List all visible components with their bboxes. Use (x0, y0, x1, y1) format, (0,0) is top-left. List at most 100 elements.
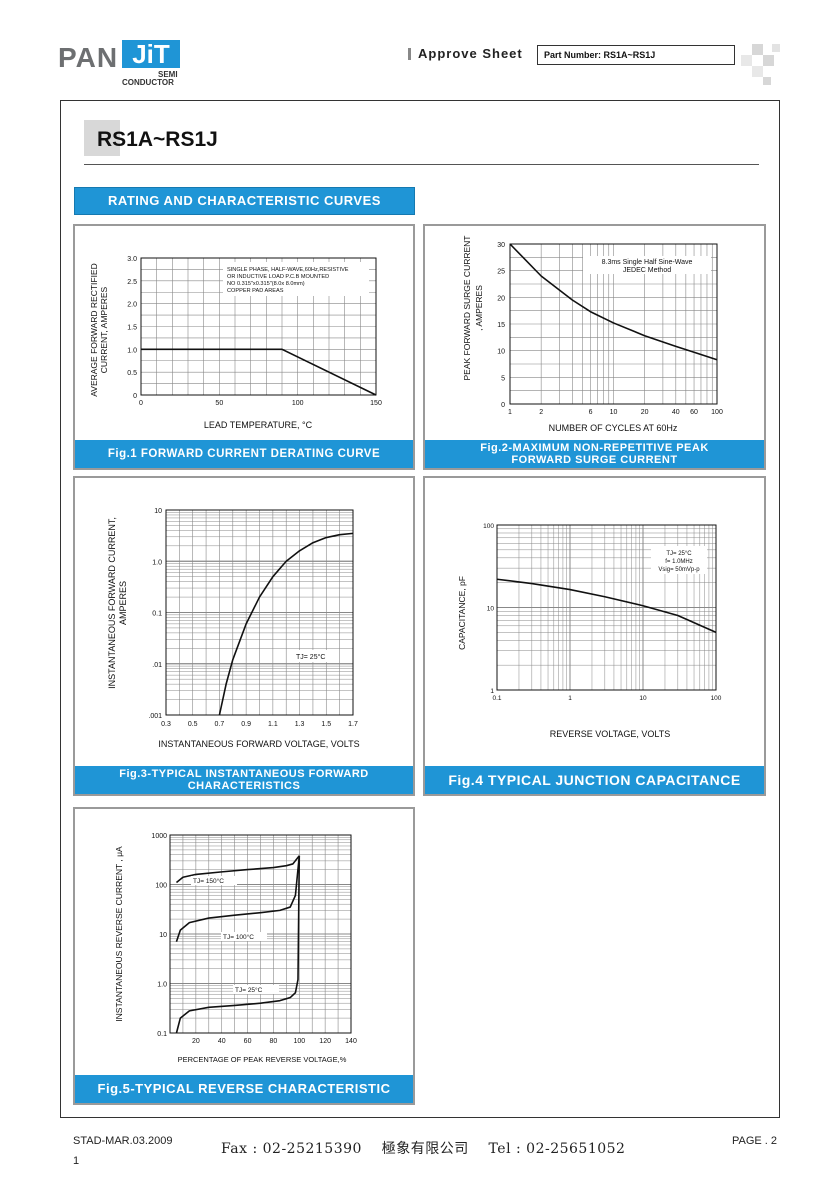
fig2-annotation-text: JEDEC Method (623, 267, 671, 274)
footer-page-number: 1 (73, 1155, 80, 1167)
logo-semi-text: SEMI (158, 70, 178, 79)
fig5-y-tick-label: 1.0 (157, 982, 167, 989)
fig5-plot-area (169, 834, 352, 1034)
fig4-x-tick-label: 100 (711, 695, 722, 702)
fig3-x-axis-label: INSTANTANEOUS FORWARD VOLTAGE, VOLTS (158, 739, 359, 749)
fig1-y-tick-label: 2.0 (127, 302, 137, 309)
part-number-box: Part Number: RS1A~RS1J (537, 45, 735, 65)
fig2-y-tick-label: 10 (497, 349, 505, 356)
fig5-x-tick-label: 100 (293, 1038, 305, 1045)
fig3-y-tick-label: .01 (152, 662, 162, 669)
fig1-annotation-text: COPPER PAD AREAS (227, 288, 284, 294)
fig5-caption-text: Fig.5-TYPICAL REVERSE CHARACTERISTIC (97, 1081, 391, 1096)
fig3-caption-line2: CHARACTERISTICS (187, 780, 301, 792)
fig2-y-axis-label: PEAK FORWARD SURGE CURRENT (462, 236, 472, 381)
fig5-x-tick-label: 80 (270, 1038, 278, 1045)
fig4-caption: Fig.4 TYPICAL JUNCTION CAPACITANCE (425, 766, 764, 794)
fig3-x-tick-label: 1.7 (348, 721, 358, 728)
fig2-plot-area (509, 243, 718, 405)
fig1-series-line (141, 348, 377, 396)
fig5-chart: 20 40 60 80 100 120 140 0.1 1.0 10 100 1000 TJ= 150°… (114, 833, 357, 1064)
logo-conductor-text: CONDUCTOR (122, 78, 174, 87)
footer-doc-id: STAD-MAR.03.2009 (73, 1135, 173, 1147)
fig4-series-line (496, 578, 717, 634)
fig5-caption: Fig.5-TYPICAL REVERSE CHARACTERISTIC (75, 1075, 413, 1103)
fig5-series-label-box (233, 985, 279, 994)
fig2-y-tick-label: 25 (497, 269, 505, 276)
fig2-y-axis-label: , AMPERES (474, 285, 484, 331)
fig3-x-tick-label: 1.5 (321, 721, 331, 728)
fig2-y-tick-label: 30 (497, 242, 505, 249)
fig2-caption-line1: Fig.2-MAXIMUM NON-REPETITIVE PEAK (480, 442, 709, 454)
fig5-y-tick-label: 1000 (151, 833, 167, 840)
fig1-annotation-box (223, 262, 369, 296)
fig5-series-label-box (221, 932, 267, 941)
fig5-y-tick-label: 0.1 (157, 1031, 167, 1038)
fig2-x-tick-label: 6 (589, 409, 593, 416)
title-divider (84, 164, 759, 165)
fig4-y-tick-label: 1 (490, 688, 494, 695)
fig2-x-tick-label: 20 (641, 409, 649, 416)
fig3-caption-line1: Fig.3-TYPICAL INSTANTANEOUS FORWARD (119, 768, 369, 780)
fig1-plot-area (140, 257, 377, 396)
fig3-x-tick-label: 0.9 (241, 721, 251, 728)
fig1-x-axis-label: LEAD TEMPERATURE, °C (204, 420, 313, 430)
fig5-series-label-box (191, 876, 237, 885)
fig5-panel: 20 40 60 80 100 120 140 0.1 1.0 10 100 1000 TJ= 150°… (73, 807, 415, 1105)
fig5-x-tick-label: 120 (319, 1038, 331, 1045)
fig1-panel: 0 50 100 150 0 0.5 1.0 1.5 2.0 2.5 3.0 SINGLE PHASE… (73, 224, 415, 470)
corner-decoration (763, 77, 771, 85)
fig1-caption-text: Fig.1 FORWARD CURRENT DERATING CURVE (107, 448, 381, 460)
fig5-y-tick-label: 100 (155, 883, 167, 890)
fig1-y-tick-label: 1.5 (127, 325, 137, 332)
fig4-annotation-text: TJ= 25°C (666, 551, 692, 557)
fig2-series-line (509, 243, 718, 361)
fig1-y-tick-label: 0.5 (127, 370, 137, 377)
footer-page-label: PAGE . 2 (732, 1135, 778, 1147)
fig1-y-tick-label: 2.5 (127, 279, 137, 286)
fig1-y-tick-label: 1.0 (127, 347, 137, 354)
fig1-y-tick-label: 3.0 (127, 256, 137, 263)
fig2-x-tick-label: 60 (690, 409, 698, 416)
fig1-y-axis-label: CURRENT, AMPERES (99, 286, 109, 373)
fig2-y-tick-label: 0 (501, 402, 505, 409)
fig5-y-tick-label: 10 (159, 932, 167, 939)
fig2-y-tick-label: 15 (497, 322, 505, 329)
fig2-panel: 1 2 6 10 20 40 60 100 0 5 10 15 20 25 30 8.3ms Single H… (423, 224, 766, 470)
fig4-plot-area (496, 524, 717, 691)
fig5-x-tick-label: 20 (192, 1038, 200, 1045)
fig2-y-tick-label: 20 (497, 295, 505, 302)
fig4-panel: 0.1 1 10 100 1 10 100 TJ= 25°C f= 1.0MHz Vsig= 50… (423, 476, 766, 796)
fig2-x-tick-label: 100 (711, 409, 723, 416)
fig5-series-label: TJ= 25°C (235, 986, 263, 994)
page-title: RS1A~RS1J (97, 128, 218, 151)
fig5-x-tick-label: 40 (218, 1038, 226, 1045)
fig3-y-tick-label: .001 (148, 713, 162, 720)
fig5-series-line (175, 855, 301, 1034)
corner-decoration (752, 44, 763, 55)
fig3-series-line (218, 532, 354, 716)
fig5-y-axis-label: INSTANTANEOUS REVERSE CURRENT , μA (114, 846, 124, 1022)
fig2-y-tick-label: 5 (501, 375, 505, 382)
fig1-caption: Fig.1 FORWARD CURRENT DERATING CURVE (75, 440, 413, 468)
fig4-y-axis-label: CAPACITANCE, pF (457, 576, 467, 650)
fig3-annotation-box (294, 650, 334, 662)
fig3-y-tick-label: 10 (154, 508, 162, 515)
fig5-x-tick-label: 140 (345, 1038, 357, 1045)
fig5-series-label: TJ= 100°C (223, 933, 254, 941)
fig2-caption-line2: FORWARD SURGE CURRENT (511, 454, 678, 466)
fig1-annotation-text: SINGLE PHASE, HALF-WAVE,60Hz,RESISTIVE (227, 267, 349, 273)
fig3-chart: 0.3 0.5 0.7 0.9 1.1 1.3 1.5 1.7 .001 .01 0.1 1.0 10 T… (107, 508, 360, 749)
fig4-caption-text: Fig.4 TYPICAL JUNCTION CAPACITANCE (448, 772, 741, 788)
page-frame (60, 100, 780, 1118)
approve-sheet-label: Approve Sheet (418, 46, 523, 61)
fig1-x-tick-label: 100 (292, 400, 304, 407)
fig3-x-tick-label: 0.5 (188, 721, 198, 728)
fig3-panel: 0.3 0.5 0.7 0.9 1.1 1.3 1.5 1.7 .001 .01 0.1 1.0 10 T… (73, 476, 415, 796)
fig5-x-axis-label: PERCENTAGE OF PEAK REVERSE VOLTAGE,% (178, 1055, 347, 1064)
corner-decoration (752, 66, 763, 77)
fig4-y-tick-label: 100 (483, 523, 494, 530)
fig4-x-axis-label: REVERSE VOLTAGE, VOLTS (550, 729, 671, 739)
fig4-x-tick-label: 0.1 (492, 695, 501, 702)
